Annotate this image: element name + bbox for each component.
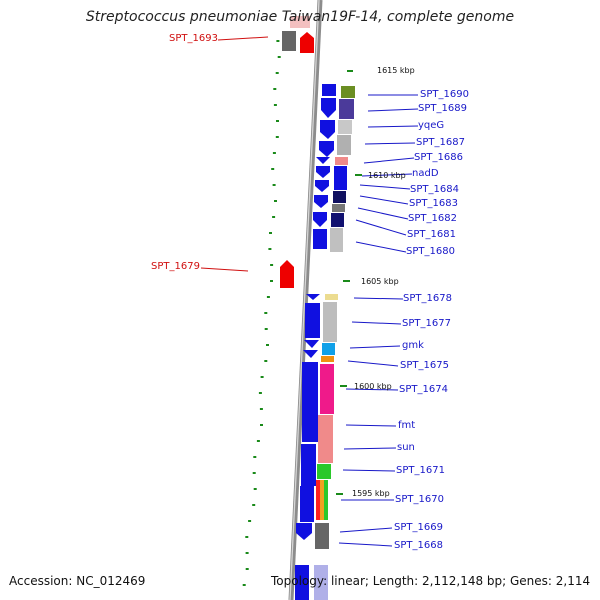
genome-title: Streptococcus pneumoniae Taiwan19F-14, c…: [85, 9, 515, 25]
gc-dot: [275, 136, 279, 138]
gc-dot: [276, 120, 279, 122]
gene-label[interactable]: yqeG: [418, 120, 445, 131]
gene-label-spt1679[interactable]: SPT_1679: [151, 261, 200, 272]
gene-label[interactable]: fmt: [398, 420, 416, 431]
kbp-label: 1605 kbp: [361, 277, 399, 286]
gc-dot: [275, 72, 279, 74]
genome-backbone: [288, 0, 323, 600]
gc-dot: [273, 88, 277, 90]
gene-label[interactable]: SPT_1683: [409, 198, 458, 209]
gc-dot: [268, 248, 272, 250]
gene-label[interactable]: SPT_1684: [410, 184, 459, 195]
gene-top-fragment: [290, 16, 310, 28]
cog-color-track: [314, 86, 355, 600]
gc-content-track: [242, 40, 281, 586]
kbp-label: 1595 kbp: [352, 489, 390, 498]
gene-label[interactable]: SPT_1671: [396, 465, 445, 476]
gc-dot: [270, 264, 274, 266]
gene-label[interactable]: sun: [397, 442, 415, 453]
gc-dot: [245, 568, 249, 570]
gc-dot: [274, 200, 277, 202]
gc-dot: [252, 504, 256, 506]
gc-dot: [256, 440, 260, 442]
gc-dot: [260, 376, 264, 378]
left-leader-lines: [200, 36, 269, 272]
gene-label[interactable]: SPT_1675: [400, 360, 449, 371]
topology-text: Topology: linear; Length: 2,112,148 bp; …: [271, 574, 591, 588]
gene-arrow-spt1679[interactable]: [280, 260, 294, 288]
gc-dot: [269, 232, 272, 234]
gene-label[interactable]: SPT_1674: [399, 384, 448, 395]
gc-dot: [273, 104, 277, 106]
gene-label[interactable]: SPT_1689: [418, 103, 467, 114]
gc-dot: [259, 408, 263, 410]
gc-dot: [266, 344, 269, 346]
gc-dot: [245, 536, 249, 538]
gc-dot: [242, 584, 246, 586]
gene-label[interactable]: SPT_1677: [402, 318, 451, 329]
gc-dot: [276, 40, 280, 42]
gene-label[interactable]: SPT_1682: [408, 213, 457, 224]
gc-dot: [264, 328, 268, 330]
gene-arrow-spt1693[interactable]: [300, 32, 314, 53]
gc-dot: [264, 360, 268, 362]
gene-label[interactable]: SPT_1686: [414, 152, 463, 163]
gc-dot: [272, 152, 276, 154]
gene-label[interactable]: SPT_1687: [416, 137, 465, 148]
kbp-ticks: [336, 70, 362, 495]
gc-dot: [260, 424, 263, 426]
gc-dot: [272, 184, 276, 186]
gc-dot: [277, 56, 281, 58]
gc-dot: [258, 392, 262, 394]
gc-dot: [252, 472, 256, 474]
kbp-label: 1610 kbp: [368, 171, 406, 180]
gene-label[interactable]: SPT_1669: [394, 522, 443, 533]
gene-label[interactable]: nadD: [412, 168, 439, 179]
accession-text: Accession: NC_012469: [9, 574, 146, 588]
gene-label[interactable]: SPT_1678: [403, 293, 452, 304]
gc-dot: [264, 312, 268, 314]
gene-block-spt1693-left[interactable]: [282, 31, 296, 51]
gene-label[interactable]: gmk: [402, 340, 424, 351]
gc-dot: [270, 280, 273, 282]
gc-dot: [245, 552, 249, 554]
gene-label[interactable]: SPT_1668: [394, 540, 443, 551]
gene-label[interactable]: SPT_1670: [395, 494, 444, 505]
gc-dot: [271, 168, 275, 170]
gc-dot: [253, 488, 257, 490]
kbp-label: 1600 kbp: [354, 382, 392, 391]
genome-backbone-highlight: [289, 0, 320, 600]
gene-label[interactable]: SPT_1680: [406, 246, 455, 257]
gene-label-spt1693[interactable]: SPT_1693: [169, 33, 218, 44]
blue-gene-track: [295, 84, 336, 600]
kbp-label: 1615 kbp: [377, 66, 415, 75]
gc-dot: [272, 216, 276, 218]
gc-dot: [253, 456, 257, 458]
gene-label[interactable]: SPT_1681: [407, 229, 456, 240]
gene-label[interactable]: SPT_1690: [420, 89, 469, 100]
right-leader-lines: [338, 94, 419, 547]
gc-dot: [248, 520, 252, 522]
gc-dot: [266, 296, 270, 298]
